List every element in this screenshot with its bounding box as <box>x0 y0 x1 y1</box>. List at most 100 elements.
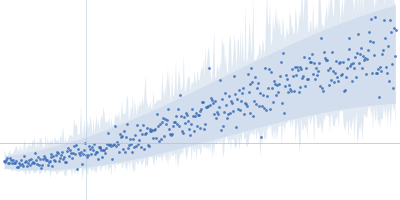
Point <box>236 109 243 112</box>
Point <box>232 126 239 129</box>
Point <box>121 129 127 133</box>
Point <box>213 117 219 120</box>
Point <box>112 125 118 128</box>
Point <box>47 152 54 155</box>
Point <box>371 53 377 56</box>
Point <box>148 129 155 132</box>
Point <box>160 116 166 120</box>
Point <box>52 159 59 162</box>
Point <box>332 72 338 75</box>
Point <box>22 160 28 163</box>
Point <box>362 57 368 60</box>
Point <box>188 108 195 111</box>
Point <box>392 28 399 31</box>
Point <box>342 76 349 79</box>
Point <box>172 120 178 124</box>
Point <box>272 83 278 86</box>
Point <box>150 137 157 140</box>
Point <box>216 106 222 109</box>
Point <box>319 86 325 90</box>
Point <box>190 130 197 133</box>
Point <box>93 150 100 153</box>
Point <box>245 90 252 93</box>
Point <box>84 155 90 158</box>
Point <box>131 146 137 149</box>
Point <box>45 160 52 163</box>
Point <box>332 59 339 62</box>
Point <box>65 147 71 150</box>
Point <box>234 108 241 111</box>
Point <box>352 55 358 58</box>
Point <box>154 112 160 115</box>
Point <box>82 153 89 157</box>
Point <box>194 113 201 116</box>
Point <box>60 157 66 160</box>
Point <box>126 143 132 146</box>
Point <box>376 96 382 99</box>
Point <box>275 90 281 93</box>
Point <box>158 137 164 140</box>
Point <box>134 142 141 146</box>
Point <box>361 58 368 62</box>
Point <box>271 79 277 83</box>
Point <box>169 132 175 135</box>
Point <box>178 115 184 118</box>
Point <box>19 163 25 166</box>
Point <box>170 125 176 128</box>
Point <box>390 26 397 29</box>
Point <box>195 114 202 117</box>
Point <box>207 103 214 107</box>
Point <box>334 75 340 79</box>
Point <box>315 70 321 73</box>
Point <box>51 158 58 161</box>
Point <box>68 151 74 155</box>
Point <box>384 44 391 48</box>
Point <box>277 74 283 77</box>
Point <box>34 155 41 158</box>
Point <box>336 61 342 64</box>
Point <box>32 152 38 155</box>
Point <box>167 132 173 135</box>
Point <box>323 58 329 62</box>
Point <box>21 155 27 158</box>
Point <box>192 111 199 115</box>
Point <box>117 133 123 136</box>
Point <box>140 148 147 151</box>
Point <box>292 65 298 68</box>
Point <box>92 150 99 153</box>
Point <box>109 157 116 161</box>
Point <box>127 138 133 141</box>
Point <box>351 66 358 69</box>
Point <box>36 163 42 166</box>
Point <box>7 156 14 159</box>
Point <box>92 153 98 156</box>
Point <box>36 157 43 160</box>
Point <box>171 120 177 123</box>
Point <box>67 148 73 151</box>
Point <box>384 71 390 75</box>
Point <box>231 74 237 77</box>
Point <box>208 96 214 100</box>
Point <box>118 135 124 139</box>
Point <box>182 122 188 125</box>
Point <box>350 62 357 65</box>
Point <box>111 143 118 146</box>
Point <box>262 66 268 70</box>
Point <box>77 153 83 156</box>
Point <box>18 159 24 162</box>
Point <box>284 77 290 80</box>
Point <box>267 108 273 111</box>
Point <box>363 72 369 76</box>
Point <box>360 55 366 58</box>
Point <box>98 148 105 151</box>
Point <box>134 123 140 127</box>
Point <box>366 31 372 34</box>
Point <box>75 147 81 150</box>
Point <box>43 159 50 162</box>
Point <box>258 135 264 138</box>
Point <box>294 68 301 71</box>
Point <box>266 67 272 71</box>
Point <box>3 159 10 162</box>
Point <box>375 67 381 70</box>
Point <box>86 144 92 147</box>
